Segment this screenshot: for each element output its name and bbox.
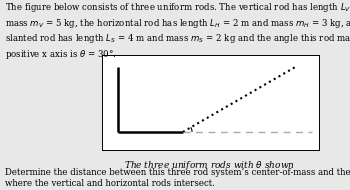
Text: Determine the distance between this three rod system’s center-of-mass and the po: Determine the distance between this thre…: [5, 168, 350, 188]
Text: The three uniform rods with $\theta$ shown: The three uniform rods with $\theta$ sho…: [125, 159, 295, 172]
Text: The figure below consists of three uniform rods. The vertical rod has length $L_: The figure below consists of three unifo…: [5, 1, 350, 61]
